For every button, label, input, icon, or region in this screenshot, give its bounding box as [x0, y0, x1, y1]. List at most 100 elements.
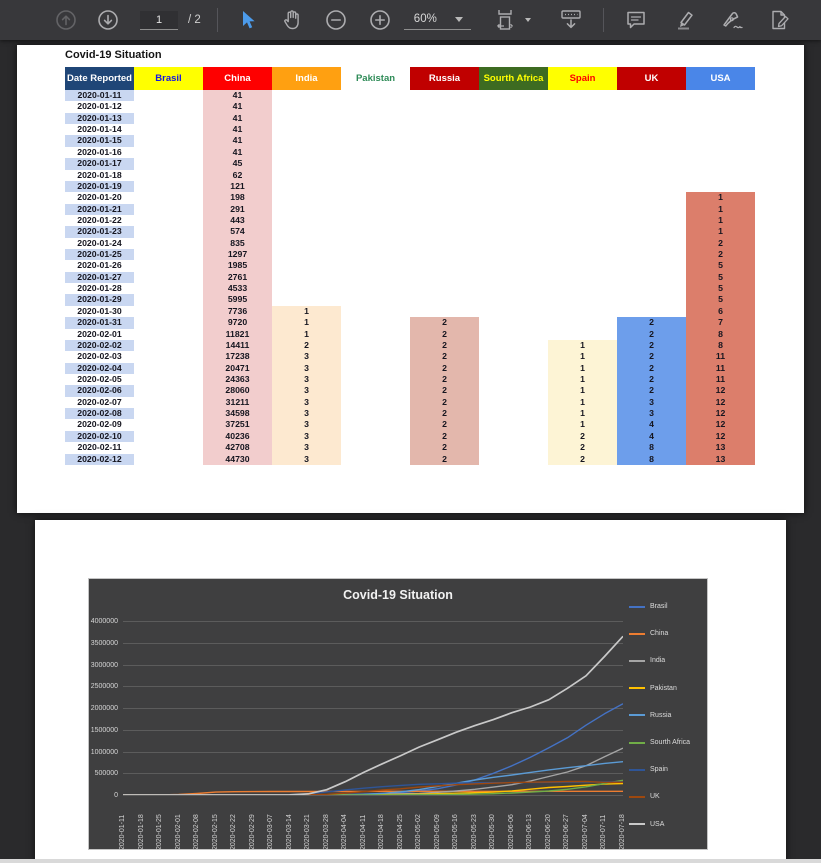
value-cell: 6 [686, 305, 755, 318]
x-axis-tick-label: 2020-07-04 [581, 814, 589, 850]
previous-page-button[interactable] [48, 5, 84, 35]
table-row: 2020-01-20 198 1 [65, 192, 755, 204]
select-tool-button[interactable] [230, 5, 266, 35]
circle-arrow-up-icon [55, 9, 77, 31]
gridline [123, 621, 623, 622]
table-row: 2020-01-26 1985 5 [65, 260, 755, 272]
scroll-mode-button[interactable] [553, 5, 589, 35]
value-cell: 14411 [203, 339, 272, 352]
date-cell: 2020-02-07 [65, 396, 134, 409]
comment-button[interactable] [618, 5, 654, 35]
value-cell [479, 306, 548, 317]
hand-tool-button[interactable] [274, 5, 310, 35]
value-cell [617, 124, 686, 135]
value-cell: 121 [203, 180, 272, 193]
zoom-in-button[interactable] [362, 5, 398, 35]
y-axis-tick-label: 1500000 [90, 726, 118, 734]
legend-item: India [629, 657, 665, 664]
value-cell [410, 249, 479, 260]
value-cell [341, 374, 410, 385]
value-cell [479, 397, 548, 408]
zoom-level-dropdown[interactable]: 60% [403, 10, 471, 30]
table-row: 2020-01-28 4533 5 [65, 283, 755, 295]
value-cell: 9720 [203, 317, 272, 329]
date-cell: 2020-02-03 [65, 351, 134, 363]
table-row: 2020-02-04 20471 3 2 1 2 11 [65, 362, 755, 374]
value-cell [548, 170, 617, 181]
value-cell: 2 [410, 408, 479, 420]
value-cell [617, 101, 686, 112]
value-cell: 1 [548, 396, 617, 409]
value-cell: 2 [410, 373, 479, 386]
legend-item: Russia [629, 712, 671, 719]
legend-item: Brasil [629, 603, 668, 610]
value-cell [134, 306, 203, 317]
value-cell [479, 272, 548, 283]
value-cell: 2 [548, 442, 617, 454]
gridline [123, 664, 623, 666]
value-cell [134, 329, 203, 340]
value-cell [341, 158, 410, 169]
value-cell [134, 374, 203, 385]
x-axis-tick-label: 2020-05-23 [470, 814, 478, 850]
fit-width-button[interactable] [491, 5, 535, 35]
value-cell [479, 442, 548, 453]
date-cell: 2020-01-19 [65, 180, 134, 193]
date-cell: 2020-02-04 [65, 362, 134, 374]
x-axis-tick-label: 2020-01-11 [119, 814, 126, 850]
value-cell [686, 181, 755, 192]
legend-line-swatch [629, 632, 645, 635]
value-cell [410, 272, 479, 283]
chart-title: Covid-19 Situation [343, 588, 453, 602]
date-cell: 2020-01-25 [65, 249, 134, 261]
date-cell: 2020-02-12 [65, 453, 134, 465]
date-cell: 2020-02-09 [65, 419, 134, 431]
value-cell [617, 113, 686, 124]
value-cell: 1 [272, 328, 341, 340]
date-cell: 2020-02-11 [65, 442, 134, 454]
x-axis-tick-label: 2020-01-18 [137, 814, 145, 850]
value-cell: 13 [686, 442, 755, 454]
x-axis-tick-label: 2020-06-06 [507, 814, 515, 850]
value-cell [479, 408, 548, 419]
value-cell: 8 [686, 328, 755, 340]
value-cell: 1 [686, 203, 755, 215]
value-cell [548, 113, 617, 124]
gridline [123, 708, 623, 709]
value-cell [341, 124, 410, 135]
value-cell: 24363 [203, 373, 272, 386]
value-cell [617, 192, 686, 203]
value-cell [479, 454, 548, 465]
next-page-button[interactable] [90, 5, 126, 35]
value-cell [341, 147, 410, 158]
edit-pdf-button[interactable] [762, 5, 798, 35]
value-cell [341, 260, 410, 271]
value-cell [134, 238, 203, 249]
highlight-button[interactable] [666, 5, 702, 35]
y-axis-tick-label: 0 [114, 792, 118, 799]
value-cell: 8 [617, 453, 686, 465]
horizontal-scrollbar[interactable] [0, 859, 821, 863]
zoom-out-button[interactable] [318, 5, 354, 35]
value-cell [272, 181, 341, 192]
legend-label: India [650, 657, 666, 665]
date-cell: 2020-01-31 [65, 317, 134, 329]
legend-line-swatch [629, 768, 645, 771]
value-cell: 34598 [203, 408, 272, 420]
fill-sign-button[interactable] [714, 5, 750, 35]
legend-line-swatch [629, 741, 645, 744]
value-cell [548, 238, 617, 249]
value-cell [134, 454, 203, 465]
value-cell [134, 170, 203, 181]
value-cell [479, 147, 548, 158]
page-number-input[interactable] [140, 10, 178, 30]
date-cell: 2020-01-13 [65, 112, 134, 125]
value-cell: 8 [686, 339, 755, 352]
table-row: 2020-01-21 291 1 [65, 203, 755, 215]
value-cell [686, 113, 755, 124]
column-header: Sourth Africa [479, 67, 548, 90]
legend-line-swatch [629, 605, 645, 608]
table-row: 2020-01-29 5995 5 [65, 294, 755, 306]
value-cell [479, 90, 548, 101]
value-cell: 3 [272, 453, 341, 465]
